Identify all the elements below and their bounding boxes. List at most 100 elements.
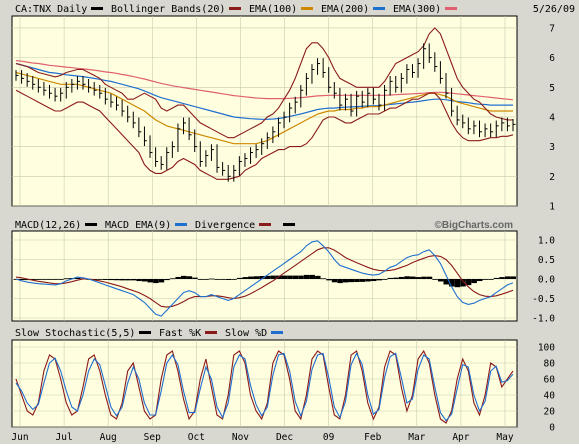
y-tick-label: -0.5 <box>532 294 555 305</box>
divergence-bar <box>74 277 81 279</box>
y-tick-label: 0 <box>549 423 555 434</box>
price-grid <box>12 16 517 207</box>
macd-ema-line <box>15 247 514 308</box>
y-tick-label: 0.5 <box>538 255 555 266</box>
divergence-bar <box>248 276 254 279</box>
divergence-bar <box>52 279 59 280</box>
divergence-bar <box>114 279 120 281</box>
divergence-bar <box>510 276 516 279</box>
divergence-bar <box>270 275 276 279</box>
macd-series <box>13 240 516 317</box>
stoch-legend: Slow Stochastic(5,5) Fast %K Slow %D <box>15 328 283 339</box>
y-tick-label: 60 <box>544 375 556 386</box>
divergence-bar <box>119 279 126 281</box>
divergence-bar <box>208 278 215 280</box>
divergence-bar <box>460 279 466 287</box>
legend-swatch-2 <box>301 7 313 10</box>
x-axis: Jun Jul Aug Sep Oct Nov Dec 09 Feb Mar Apr May <box>11 432 513 443</box>
divergence-bar <box>153 279 159 284</box>
legend-swatch-3 <box>283 223 295 226</box>
price-series <box>15 27 516 182</box>
legend-label-2: Slow %D <box>225 328 267 339</box>
legend-label-4: EMA(300) <box>393 4 441 15</box>
legend-swatch-1 <box>229 7 241 10</box>
x-tick-label: Oct <box>188 432 205 443</box>
divergence-bar <box>175 276 181 279</box>
divergence-bar <box>476 279 483 282</box>
divergence-bar <box>287 275 293 279</box>
y-tick-label: 7 <box>549 23 555 34</box>
divergence-bar <box>309 274 315 279</box>
divergence-bar <box>320 278 327 280</box>
divergence-bar <box>203 279 209 280</box>
divergence-bar <box>409 276 416 279</box>
y-tick-label: 1 <box>549 202 555 213</box>
x-tick-label: Nov <box>232 432 249 443</box>
divergence-bar <box>19 279 25 281</box>
x-tick-label: Aug <box>100 432 117 443</box>
divergence-bar <box>158 279 165 283</box>
divergence-bar <box>164 279 170 281</box>
divergence-bar <box>437 279 444 282</box>
legend-label-1: MACD EMA(9) <box>105 220 171 231</box>
legend-swatch-4 <box>445 7 457 10</box>
legend-label-2: Divergence <box>195 220 255 231</box>
divergence-bar <box>393 277 399 279</box>
macd-line <box>15 240 514 317</box>
divergence-bar <box>382 279 388 280</box>
divergence-bar <box>342 279 349 283</box>
legend-label-0: MACD(12,26) <box>15 220 81 231</box>
divergence-bar <box>102 279 109 280</box>
legend-swatch-1 <box>205 331 217 334</box>
legend-label-1: Fast %K <box>159 328 201 339</box>
y-tick-label: -1.0 <box>532 314 555 325</box>
divergence-bar <box>326 279 332 281</box>
legend-label-1: Bollinger Bands(20) <box>111 4 225 15</box>
divergence-bar <box>220 279 226 280</box>
legend-label-0: CA:TNX Daily <box>15 4 87 15</box>
legend-swatch-0 <box>139 331 151 334</box>
x-tick-label: 09 <box>323 432 335 443</box>
divergence-bar <box>331 279 338 283</box>
legend-label-0: Slow Stochastic(5,5) <box>15 328 135 339</box>
divergence-bar <box>443 279 449 285</box>
divergence-bar <box>63 278 70 280</box>
divergence-bar <box>449 279 455 287</box>
divergence-bar <box>348 279 355 283</box>
divergence-bar <box>504 276 511 279</box>
divergence-bar <box>41 279 47 280</box>
divergence-bar <box>454 279 461 288</box>
divergence-bar <box>471 279 477 284</box>
y-tick-label: 1.0 <box>538 236 555 247</box>
stoch-series <box>15 349 514 424</box>
divergence-bar <box>493 277 500 279</box>
price-panel-background <box>11 15 518 207</box>
divergence-bar <box>125 279 131 281</box>
x-tick-label: Apr <box>452 432 469 443</box>
y-tick-label: 3 <box>549 142 555 153</box>
x-tick-label: Sep <box>144 432 161 443</box>
chart-date: 5/26/09 <box>533 4 575 15</box>
divergence-bar <box>432 279 438 280</box>
divergence-bar <box>136 279 142 282</box>
y-tick-label: 40 <box>544 391 556 402</box>
y-tick-label: 0.0 <box>538 275 555 286</box>
divergence-bar <box>130 279 137 281</box>
divergence-bar <box>415 277 422 279</box>
legend-swatch-3 <box>373 7 385 10</box>
x-tick-label: May <box>496 432 513 443</box>
divergence-bar <box>181 275 187 279</box>
bollinger-lower-line <box>15 89 514 180</box>
y-tick-label: 80 <box>544 359 556 370</box>
y-tick-label: 6 <box>549 53 555 64</box>
divergence-bar <box>141 279 148 282</box>
bollinger-upper-line <box>15 27 513 139</box>
divergence-bar <box>192 277 198 279</box>
divergence-bar <box>404 276 410 279</box>
slow-d-line <box>15 352 514 422</box>
legend-swatch-2 <box>259 223 271 226</box>
divergence-bar <box>298 275 304 279</box>
divergence-bar <box>242 277 248 279</box>
